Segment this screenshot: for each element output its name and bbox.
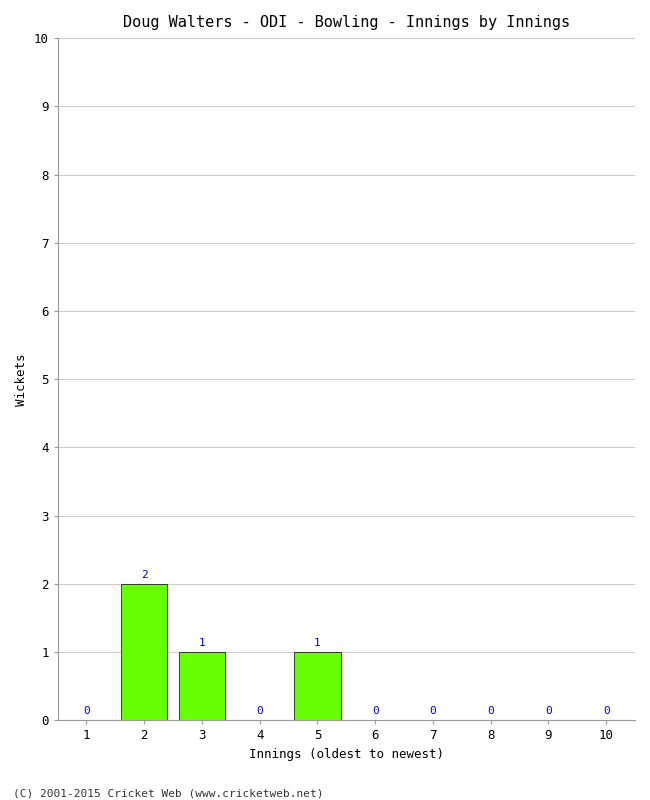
Y-axis label: Wickets: Wickets — [15, 353, 28, 406]
Text: 0: 0 — [256, 706, 263, 716]
Text: 0: 0 — [372, 706, 378, 716]
Text: 0: 0 — [488, 706, 494, 716]
Text: 0: 0 — [430, 706, 436, 716]
Bar — [294, 652, 341, 721]
Bar — [179, 652, 225, 721]
Title: Doug Walters - ODI - Bowling - Innings by Innings: Doug Walters - ODI - Bowling - Innings b… — [123, 15, 570, 30]
Text: 1: 1 — [314, 638, 321, 648]
Text: 2: 2 — [141, 570, 148, 580]
Text: (C) 2001-2015 Cricket Web (www.cricketweb.net): (C) 2001-2015 Cricket Web (www.cricketwe… — [13, 788, 324, 798]
Text: 1: 1 — [198, 638, 205, 648]
Text: 0: 0 — [603, 706, 610, 716]
X-axis label: Innings (oldest to newest): Innings (oldest to newest) — [249, 748, 444, 761]
Text: 0: 0 — [83, 706, 90, 716]
Text: 0: 0 — [545, 706, 552, 716]
Bar — [121, 584, 167, 721]
